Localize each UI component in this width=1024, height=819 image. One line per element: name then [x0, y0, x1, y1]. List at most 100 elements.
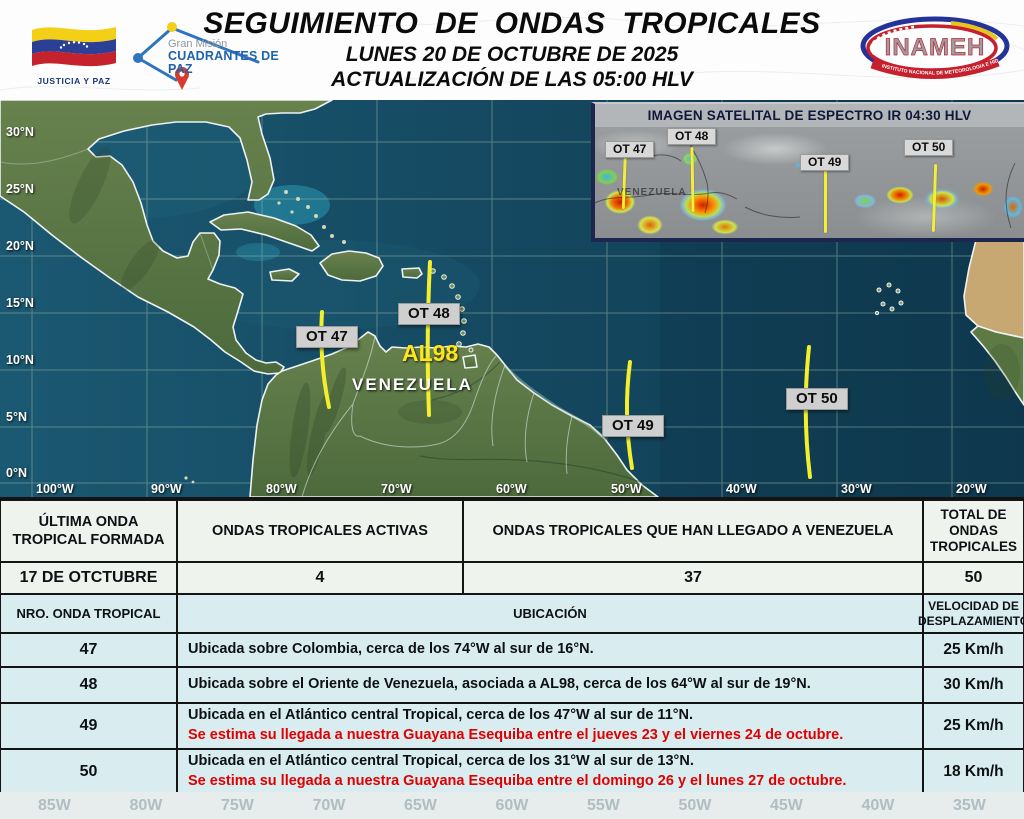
- lon-label: 70°W: [381, 482, 412, 496]
- north-central-america: [0, 100, 333, 375]
- watermark-lon: 85W: [38, 796, 71, 814]
- inameh-logo: INAMEH INSTITUTO NACIONAL DE METEOROLOGI…: [854, 8, 1016, 92]
- south-america: [249, 331, 659, 497]
- alert-note: Se estima su llegada a nuestra Guayana E…: [188, 773, 847, 789]
- sat-wave-line-ot49: [824, 169, 827, 233]
- row-speed: 18 Km/h: [923, 749, 1024, 795]
- header-titles: SEGUIMIENTO DE ONDAS TROPICALES LUNES 20…: [200, 8, 824, 92]
- venezuela-flag-icon: [32, 27, 116, 67]
- watermark-lon: 80W: [129, 796, 163, 814]
- row-number: 47: [0, 633, 177, 667]
- location-text: Ubicada en el Atlántico central Tropical…: [188, 707, 694, 724]
- sat-wave-badge-ot47: OT 47: [605, 141, 655, 158]
- waves-header-speed: VELOCIDAD DE DESPLAZAMIENTO: [918, 594, 1024, 633]
- alert-note: Se estima su llegada a nuestra Guayana E…: [188, 727, 844, 743]
- summary-header-cell: TOTAL DE ONDAS TROPICALES: [923, 500, 1024, 562]
- lon-label: 20°W: [956, 482, 987, 496]
- mission-quadrant-icon: [133, 22, 260, 90]
- location-text: Ubicada sobre Colombia, cerca de los 74°…: [188, 641, 594, 658]
- africa-south: [970, 325, 1024, 406]
- mission-name-line2: CUADRANTES DE PAZ: [168, 49, 279, 76]
- puerto-rico: [401, 267, 423, 279]
- sat-wave-badge-ot48: OT 48: [667, 128, 717, 145]
- location-text: Ubicada sobre el Oriente de Venezuela, a…: [188, 676, 811, 693]
- lat-label: 10°N: [6, 353, 34, 367]
- galapagos: [184, 476, 195, 484]
- row-location: Ubicada sobre Colombia, cerca de los 74°…: [177, 633, 923, 667]
- summary-value-cell: 37: [463, 562, 923, 594]
- satellite-coastlines: [595, 138, 1016, 229]
- rivers: [419, 361, 642, 483]
- mission-logo: Gran Misión CUADRANTES DE PAZ: [126, 18, 304, 94]
- satellite-title: IMAGEN SATELITAL DE ESPECTRO IR 04:30 HL…: [595, 104, 1024, 127]
- summary-header-cell: ONDAS TROPICALES QUE HAN LLEGADO A VENEZ…: [463, 500, 923, 562]
- mission-name-line1: Gran Misión: [168, 38, 228, 50]
- venezuela-flag-logo: JUSTICIA Y PAZ: [26, 20, 122, 86]
- lat-label: 5°N: [6, 410, 27, 424]
- row-number: 49: [0, 703, 177, 749]
- watermark-lon: 50W: [678, 796, 712, 814]
- landmasses: [0, 100, 1024, 497]
- location-text: Ubicada en el Atlántico central Tropical…: [188, 753, 694, 770]
- summary-value-cell: 17 DE OTCTUBRE: [0, 562, 177, 594]
- lon-label: 60°W: [496, 482, 527, 496]
- summary-table: ÚLTIMA ONDA TROPICAL FORMADA ONDAS TROPI…: [0, 497, 1024, 594]
- inameh-wordmark: INAMEH: [885, 34, 986, 61]
- trinidad: [462, 354, 478, 369]
- satellite-inset: IMAGEN SATELITAL DE ESPECTRO IR 04:30 HL…: [591, 102, 1024, 242]
- watermark-lon: 65W: [404, 796, 437, 814]
- watermark-lon: 35W: [953, 796, 986, 814]
- lon-label: 100°W: [36, 482, 74, 496]
- row-speed: 25 Km/h: [923, 703, 1024, 749]
- satellite-image: OT 47 OT 48 OT 49 OT 50 VENEZUELA: [595, 127, 1024, 238]
- sat-wave-badge-ot49: OT 49: [800, 154, 850, 171]
- waves-header-location: UBICACIÓN: [177, 594, 923, 633]
- lat-label: 20°N: [6, 239, 34, 253]
- summary-header-cell: ÚLTIMA ONDA TROPICAL FORMADA: [0, 500, 177, 562]
- bulletin-title: SEGUIMIENTO DE ONDAS TROPICALES: [203, 7, 821, 40]
- row-number: 48: [0, 667, 177, 703]
- lat-label: 30°N: [6, 125, 34, 139]
- wave-badge-ot47: OT 47: [296, 326, 358, 348]
- sat-wave-badge-ot50: OT 50: [904, 139, 954, 156]
- lat-label: 0°N: [6, 466, 27, 480]
- watermark-lon: 40W: [861, 796, 895, 814]
- lon-label: 80°W: [266, 482, 297, 496]
- bulletin-header: JUSTICIA Y PAZ Gran Misión CUADR: [0, 0, 1024, 100]
- wave-line-ot50: [803, 345, 812, 479]
- watermark-lon: 60W: [495, 796, 529, 814]
- mission-text: Gran Misión CUADRANTES DE PAZ: [168, 39, 304, 75]
- hispaniola: [319, 250, 384, 282]
- row-speed: 25 Km/h: [923, 633, 1024, 667]
- wave-badge-ot48: OT 48: [398, 303, 460, 325]
- lon-label: 90°W: [151, 482, 182, 496]
- wave-line-ot48: [425, 260, 432, 417]
- footer-watermark: 85W 80W 75W 70W 65W 60W 55W 50W 45W 40W …: [0, 792, 1024, 819]
- lesser-antilles: [430, 268, 474, 353]
- row-location: Ubicada en el Atlántico central Tropical…: [177, 749, 923, 795]
- jamaica: [269, 268, 300, 282]
- wave-badge-ot50: OT 50: [786, 388, 848, 410]
- wave-line-ot47: [319, 310, 331, 409]
- venezuela-map-label: VENEZUELA: [352, 375, 473, 394]
- bulletin-date: LUNES 20 DE OCTUBRE DE 2025: [345, 42, 679, 66]
- watermark-lon: 70W: [312, 796, 346, 814]
- row-location: Ubicada en el Atlántico central Tropical…: [177, 703, 923, 749]
- row-number: 50: [0, 749, 177, 795]
- summary-value-cell: 50: [923, 562, 1024, 594]
- lat-label: 15°N: [6, 296, 34, 310]
- lon-label: 30°W: [841, 482, 872, 496]
- summary-header-cell: ONDAS TROPICALES ACTIVAS: [177, 500, 463, 562]
- lat-label: 25°N: [6, 182, 34, 196]
- bulletin-tables: ÚLTIMA ONDA TROPICAL FORMADA ONDAS TROPI…: [0, 497, 1024, 795]
- waves-table: NRO. ONDA TROPICAL UBICACIÓN VELOCIDAD D…: [0, 594, 1024, 795]
- sat-venezuela-label: VENEZUELA: [617, 187, 687, 198]
- country-borders: [0, 148, 573, 497]
- tracking-map: 30°N 25°N 20°N 15°N 10°N 5°N 0°N 100°W 9…: [0, 100, 1024, 497]
- row-location: Ubicada sobre el Oriente de Venezuela, a…: [177, 667, 923, 703]
- invest-al98-label: AL98: [402, 340, 459, 366]
- bahamas: [277, 190, 346, 244]
- watermark-lon: 55W: [587, 796, 620, 814]
- location-pin-icon: [175, 67, 189, 90]
